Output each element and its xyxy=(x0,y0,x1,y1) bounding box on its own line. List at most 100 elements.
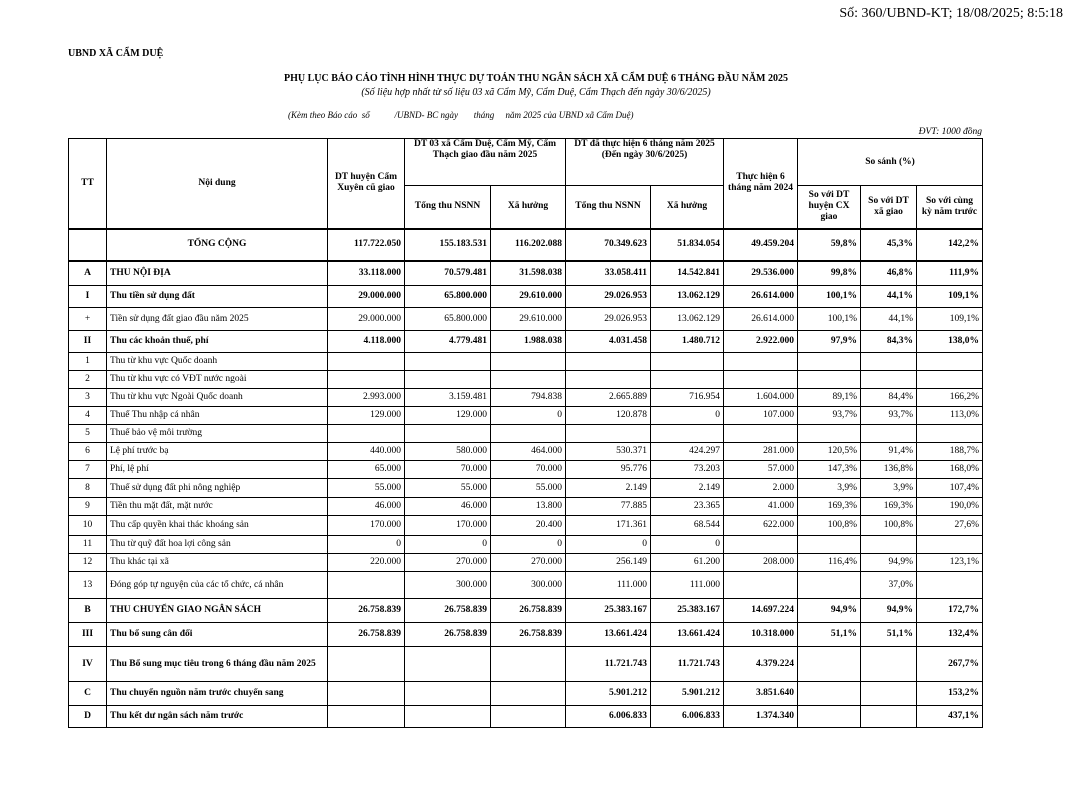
report-title: PHỤ LỤC BÁO CÁO TÌNH HÌNH THỰC DỰ TOÁN T… xyxy=(283,73,788,84)
row-value: 117.722.050 xyxy=(327,227,405,262)
row-value: 51,1% xyxy=(860,622,917,647)
row-value: 169,3% xyxy=(797,497,861,516)
row-tt: 9 xyxy=(68,497,107,516)
row-content: Thu chuyển nguồn năm trước chuyển sang xyxy=(106,681,328,706)
row-value: 55.000 xyxy=(404,478,491,498)
row-value: 46.000 xyxy=(404,497,491,516)
row-value: 29.610.000 xyxy=(490,307,566,331)
row-value: 46.000 xyxy=(327,497,405,516)
row-value: 208.000 xyxy=(723,553,798,572)
row-value: 23.365 xyxy=(650,497,724,516)
row-content: Thu cấp quyền khai thác khoáng sản xyxy=(106,515,328,536)
row-value: 4.379.224 xyxy=(723,646,798,682)
row-value: 109,1% xyxy=(916,285,983,308)
row-value: 25.383.167 xyxy=(565,598,651,623)
row-value: 0 xyxy=(650,535,724,554)
row-value: 33.058.411 xyxy=(565,260,651,286)
header-so-sanh: So sánh (%) xyxy=(797,138,983,186)
table-row: 12 Thu khác tại xã 220.000 270.000 270.000 25… xyxy=(68,553,983,572)
row-value: 2.922.000 xyxy=(723,330,798,353)
table-row: II Thu các khoản thuế, phí 4.118.000 4.779.… xyxy=(68,330,983,353)
row-value: 84,3% xyxy=(860,330,917,353)
row-value: 256.149 xyxy=(565,553,651,572)
row-value: 10.318.000 xyxy=(723,622,798,647)
row-value: 188,7% xyxy=(916,442,983,461)
header-tt: TT xyxy=(68,138,107,229)
row-value: 20.400 xyxy=(490,515,566,536)
table-row: 9 Tiền thu mặt đất, mặt nước 46.000 46.000 1… xyxy=(68,497,983,516)
row-value: 55.000 xyxy=(490,478,566,498)
row-value: 190,0% xyxy=(916,497,983,516)
row-value: 172,7% xyxy=(916,598,983,623)
row-value: 107.000 xyxy=(723,406,798,425)
row-tt: D xyxy=(68,705,107,728)
row-value: 170.000 xyxy=(404,515,491,536)
row-value xyxy=(327,646,405,682)
row-tt: 5 xyxy=(68,424,107,443)
header-dt-03xa: DT 03 xã Cẩm Duệ, Cẩm Mỹ, Cẩm Thạch giao… xyxy=(404,138,566,186)
row-value: 94,9% xyxy=(860,598,917,623)
header-dt-thuchien: DT đã thực hiện 6 tháng năm 2025 (Đến ng… xyxy=(565,138,724,186)
row-value: 0 xyxy=(327,535,405,554)
row-value xyxy=(404,705,491,728)
row-value xyxy=(650,352,724,371)
row-value xyxy=(490,424,566,443)
row-value xyxy=(723,535,798,554)
row-value xyxy=(860,705,917,728)
table-row: D Thu kết dư ngân sách năm trước 6.006.833… xyxy=(68,705,983,728)
row-value: 1.988.038 xyxy=(490,330,566,353)
row-value: 2.993.000 xyxy=(327,388,405,407)
row-value: 26.758.839 xyxy=(404,598,491,623)
row-value: 95.776 xyxy=(565,460,651,479)
row-tt: IV xyxy=(68,646,107,682)
row-value xyxy=(565,424,651,443)
row-value: 111.000 xyxy=(565,571,651,599)
report-subtitle: (Số liệu hợp nhất từ số liệu 03 xã Cẩm M… xyxy=(361,87,711,98)
row-value: 73.203 xyxy=(650,460,724,479)
header-xa-huong-2: Xã hưởng xyxy=(650,185,724,229)
row-value: 29.000.000 xyxy=(327,307,405,331)
row-content: Thu từ khu vực Quốc doanh xyxy=(106,352,328,371)
row-value: 100,1% xyxy=(797,285,861,308)
row-content: THU CHUYỂN GIAO NGÂN SÁCH xyxy=(106,598,328,623)
table-row: 8 Thuế sử dụng đất phi nông nghiệp 55.000 5… xyxy=(68,478,983,498)
row-value xyxy=(723,571,798,599)
row-value: 3,9% xyxy=(797,478,861,498)
row-value: 25.383.167 xyxy=(650,598,724,623)
row-value: 33.118.000 xyxy=(327,260,405,286)
row-value: 0 xyxy=(490,406,566,425)
row-value: 116.202.088 xyxy=(490,227,566,262)
row-value: 3.851.640 xyxy=(723,681,798,706)
row-value: 26.614.000 xyxy=(723,285,798,308)
row-value: 51.834.054 xyxy=(650,227,724,262)
row-value xyxy=(916,571,983,599)
row-tt: 11 xyxy=(68,535,107,554)
row-tt: 2 xyxy=(68,370,107,389)
row-content: Thu tiền sử dụng đất xyxy=(106,285,328,308)
row-value xyxy=(797,681,861,706)
row-value xyxy=(916,352,983,371)
row-value xyxy=(327,352,405,371)
row-value xyxy=(327,681,405,706)
row-content: Phí, lệ phí xyxy=(106,460,328,479)
row-value: 220.000 xyxy=(327,553,405,572)
table-row: III Thu bổ sung cân đối 26.758.839 26.758.8… xyxy=(68,622,983,647)
row-value: 300.000 xyxy=(490,571,566,599)
table-row: B THU CHUYỂN GIAO NGÂN SÁCH 26.758.839 26.7… xyxy=(68,598,983,623)
table-row: 10 Thu cấp quyền khai thác khoáng sản 170.… xyxy=(68,515,983,536)
row-tt: 3 xyxy=(68,388,107,407)
row-value: 281.000 xyxy=(723,442,798,461)
row-tt: A xyxy=(68,260,107,286)
table-row: 11 Thu từ quỹ đất hoa lợi công sản 0 0 0 0 0 xyxy=(68,535,983,554)
row-value xyxy=(565,370,651,389)
row-content: Thu từ khu vực có VĐT nước ngoài xyxy=(106,370,328,389)
row-value: 41.000 xyxy=(723,497,798,516)
row-value xyxy=(860,681,917,706)
row-value: 29.610.000 xyxy=(490,285,566,308)
row-content: Thu từ quỹ đất hoa lợi công sản xyxy=(106,535,328,554)
row-value: 3.159.481 xyxy=(404,388,491,407)
row-value: 0 xyxy=(490,535,566,554)
row-content: Thu từ khu vực Ngoài Quốc doanh xyxy=(106,388,328,407)
row-value xyxy=(404,681,491,706)
row-value: 70.579.481 xyxy=(404,260,491,286)
